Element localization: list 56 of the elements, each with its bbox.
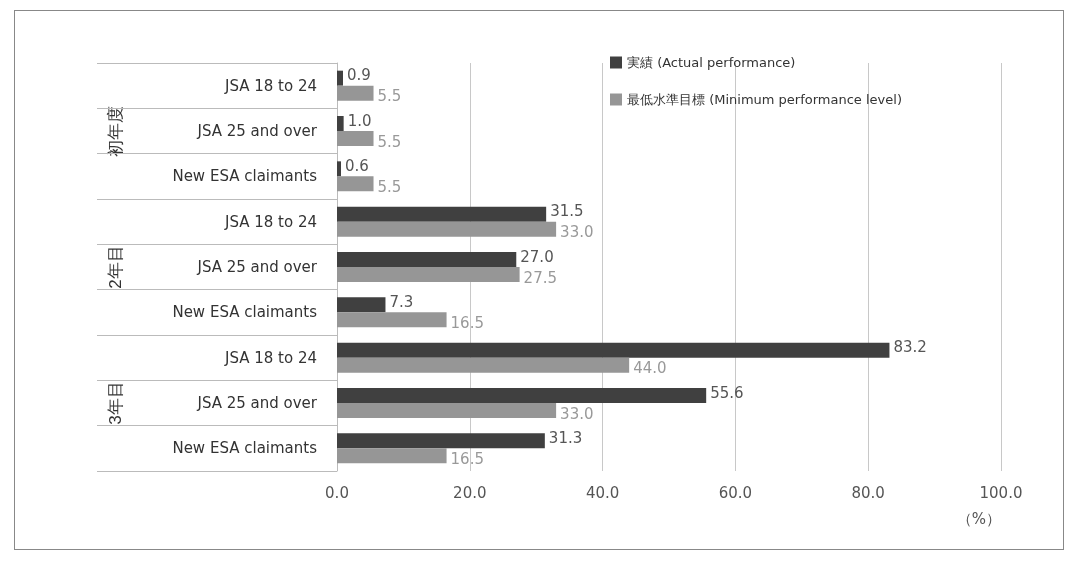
bar xyxy=(337,388,707,403)
bar xyxy=(337,221,557,237)
data-label: 5.5 xyxy=(377,177,402,196)
data-label: 33.0 xyxy=(560,404,594,423)
bar xyxy=(337,131,374,146)
bar xyxy=(337,267,520,282)
data-label: 0.6 xyxy=(344,156,369,175)
data-label: 27.5 xyxy=(523,268,558,287)
text: 3年目 xyxy=(105,381,125,425)
data-label: 31.5 xyxy=(550,202,584,221)
x-tick-label: 60.0 xyxy=(718,483,753,502)
bar xyxy=(337,448,447,464)
bar xyxy=(337,433,545,449)
data-label: 55.6 xyxy=(710,383,744,402)
data-label: 27.0 xyxy=(520,247,554,266)
bar xyxy=(337,297,386,313)
bar xyxy=(337,403,557,418)
bar xyxy=(337,252,517,267)
data-label: 5.5 xyxy=(377,132,402,151)
x-tick-label: 0.0 xyxy=(325,483,349,502)
data-label: 44.0 xyxy=(633,359,667,378)
text: 2年目 xyxy=(105,245,125,289)
data-label: 5.5 xyxy=(377,87,402,106)
bar xyxy=(337,85,374,101)
data-label: 16.5 xyxy=(450,313,484,332)
y-tick-label: JSA 25 and over xyxy=(196,394,318,412)
x-tick-label: 80.0 xyxy=(851,483,885,502)
y-tick-label: JSA 18 to 24 xyxy=(223,348,317,367)
bar xyxy=(337,206,547,222)
data-label: 7.3 xyxy=(389,292,414,311)
legend-label: 最低水準目標 (Minimum performance level) xyxy=(627,92,902,107)
y-tick-label: New ESA claimants xyxy=(172,439,318,458)
data-label: 16.5 xyxy=(450,449,484,468)
x-tick-label: 20.0 xyxy=(453,483,487,502)
x-tick-label: 100.0 xyxy=(979,483,1023,502)
x-axis-title: （%） xyxy=(956,509,1001,528)
y-tick-label: JSA 18 to 24 xyxy=(223,76,317,95)
bar xyxy=(337,357,630,373)
bar xyxy=(337,70,343,86)
data-label: 0.9 xyxy=(346,66,371,85)
y-tick-label: New ESA claimants xyxy=(172,303,318,322)
bar xyxy=(337,161,341,177)
y-tick-label: New ESA claimants xyxy=(172,167,318,186)
data-label: 83.2 xyxy=(893,338,927,357)
bar xyxy=(337,116,344,131)
y-tick-label: JSA 25 and over xyxy=(196,258,318,276)
legend-label: 実績 (Actual performance) xyxy=(627,55,796,70)
data-label: 33.0 xyxy=(560,223,594,242)
y-tick-label: JSA 25 and over xyxy=(196,122,318,140)
x-tick-label: 40.0 xyxy=(585,483,620,502)
data-label: 31.3 xyxy=(548,428,583,447)
y-tick-label: JSA 18 to 24 xyxy=(223,212,317,231)
bar xyxy=(337,342,890,358)
bar xyxy=(337,176,374,192)
bar xyxy=(337,312,447,328)
data-label: 1.0 xyxy=(347,111,372,130)
